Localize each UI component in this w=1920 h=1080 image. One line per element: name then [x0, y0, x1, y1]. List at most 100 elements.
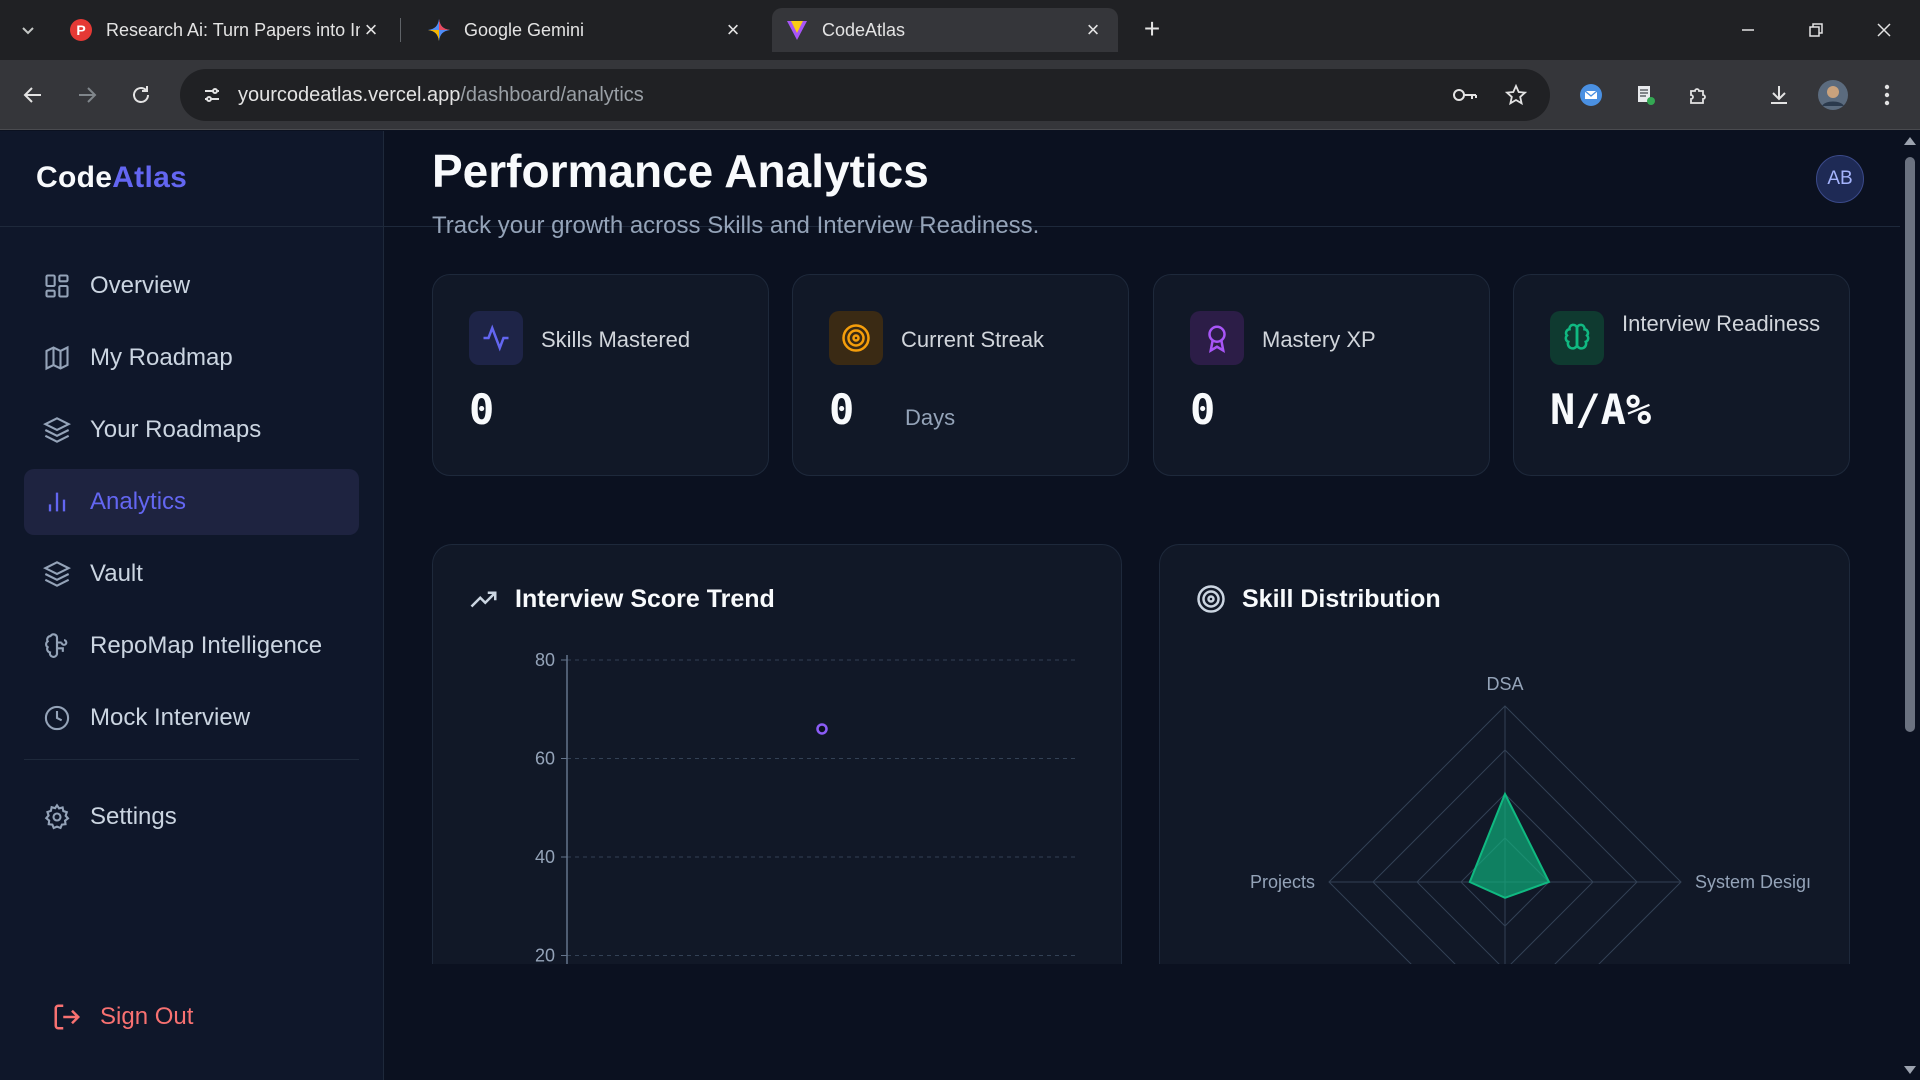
target-icon: [829, 311, 883, 365]
layers-icon: [42, 415, 72, 445]
sign-out-button[interactable]: Sign Out: [52, 1001, 193, 1033]
more-menu-icon[interactable]: [1872, 80, 1902, 110]
grid-icon: [42, 271, 72, 301]
scroll-down-arrow[interactable]: [1904, 1066, 1916, 1074]
download-icon[interactable]: [1764, 80, 1794, 110]
interview-score-trend-panel: Interview Score Trend 80 60 40 20: [432, 544, 1122, 964]
radar-axis-label: Projects: [1250, 872, 1315, 892]
codeatlas-favicon: [786, 19, 808, 41]
brand-part-2: Atlas: [112, 161, 188, 194]
sidebar-item-your-roadmaps[interactable]: Your Roadmaps: [24, 397, 359, 463]
sidebar-item-label: Mock Interview: [90, 704, 251, 731]
sidebar-item-overview[interactable]: Overview: [24, 253, 359, 319]
sidebar-item-mock-interview[interactable]: Mock Interview: [24, 685, 359, 751]
stat-card-current-streak: Current Streak 0 Days: [792, 274, 1129, 476]
close-tab-icon[interactable]: ×: [1086, 17, 1100, 42]
trending-up-icon: [469, 583, 501, 615]
browser-tab-gemini[interactable]: Google Gemini ×: [414, 8, 758, 52]
sidebar-item-vault[interactable]: Vault: [24, 541, 359, 607]
mail-extension-icon[interactable]: [1576, 80, 1606, 110]
svg-text:P: P: [76, 22, 85, 38]
radar-grid-ring: [1328, 705, 1682, 964]
sidebar-item-label: Settings: [90, 803, 177, 830]
browser-toolbar: yourcodeatlas.vercel.app/dashboard/analy…: [0, 60, 1920, 130]
stat-label: Skills Mastered: [541, 327, 691, 352]
close-tab-icon[interactable]: ×: [364, 17, 378, 42]
close-window-button[interactable]: [1862, 12, 1906, 48]
gear-icon: [42, 802, 72, 832]
radar-grid-ring: [1372, 749, 1638, 964]
minimize-button[interactable]: [1726, 12, 1770, 48]
sign-out-label: Sign Out: [100, 1003, 194, 1030]
close-tab-icon[interactable]: ×: [726, 17, 740, 42]
new-tab-button[interactable]: +: [1143, 13, 1161, 44]
arrow-left-icon: [23, 87, 41, 103]
stat-card-interview-readiness: Interview Readiness N/A%: [1513, 274, 1850, 476]
stat-label: Current Streak: [901, 327, 1045, 352]
panel-header: Interview Score Trend: [469, 583, 775, 615]
bookmark-star-icon[interactable]: [1503, 82, 1529, 108]
gemini-favicon: [428, 19, 450, 41]
sidebar-item-analytics[interactable]: Analytics: [24, 469, 359, 535]
panel-header: Skill Distribution: [1196, 583, 1441, 615]
document-extension-icon[interactable]: [1630, 80, 1660, 110]
profile-avatar-icon[interactable]: [1818, 80, 1848, 110]
tab-title: CodeAtlas: [822, 19, 906, 40]
map-icon: [42, 343, 72, 373]
stat-unit: Days: [905, 405, 956, 430]
sidebar-item-label: My Roadmap: [90, 344, 233, 371]
top-header: AB: [384, 131, 1900, 227]
stats-row: Skills Mastered 0 Current Streak 0 Days …: [432, 274, 1850, 476]
sidebar-item-label: Your Roadmaps: [90, 416, 262, 443]
extensions-puzzle-icon[interactable]: [1684, 80, 1714, 110]
browser-tab-research-ai[interactable]: P Research Ai: Turn Papers into In ×: [56, 8, 396, 52]
sidebar-item-label: Overview: [90, 272, 191, 299]
sidebar-item-repomap-intelligence[interactable]: RepoMap Intelligence: [24, 613, 359, 679]
reload-button[interactable]: [124, 78, 158, 112]
research-ai-favicon: P: [70, 19, 92, 41]
sidebar-item-settings[interactable]: Settings: [24, 784, 359, 850]
y-tick-label: 20: [535, 946, 555, 965]
tune-icon: [205, 88, 219, 102]
tab-title: Google Gemini: [464, 19, 585, 40]
user-avatar[interactable]: AB: [1816, 155, 1864, 203]
interview-score-chart[interactable]: 80 60 40 20: [433, 545, 1122, 964]
stat-label: Mastery XP: [1262, 327, 1376, 352]
restore-icon: [1809, 23, 1823, 37]
bar-chart-icon: [42, 487, 72, 517]
browser-tab-codeatlas[interactable]: CodeAtlas ×: [772, 8, 1118, 52]
page-scrollbar[interactable]: [1900, 131, 1920, 1080]
chevron-down-icon: [22, 27, 34, 35]
restore-button[interactable]: [1794, 12, 1838, 48]
stat-value: 0: [1190, 385, 1216, 434]
data-point: [816, 723, 828, 735]
brand-logo[interactable]: CodeAtlas: [36, 161, 187, 195]
address-bar[interactable]: yourcodeatlas.vercel.app/dashboard/analy…: [180, 69, 1550, 121]
radar-axis-label: System Desigı: [1695, 872, 1811, 892]
panel-title: Skill Distribution: [1242, 584, 1441, 613]
site-info-button[interactable]: [186, 69, 238, 121]
logout-icon: [52, 1001, 84, 1033]
reload-icon: [133, 86, 149, 103]
radar-grid-ring: [1416, 793, 1594, 964]
brain-icon: [1550, 311, 1604, 365]
skill-radar-chart[interactable]: DSA System Desigı Projects: [1160, 545, 1850, 964]
clock-icon: [42, 703, 72, 733]
award-icon: [1190, 311, 1244, 365]
tab-search-button[interactable]: [14, 16, 42, 44]
minimize-icon: [1742, 29, 1754, 31]
url-text[interactable]: yourcodeatlas.vercel.app/dashboard/analy…: [238, 84, 644, 107]
sidebar-item-label: Vault: [90, 560, 143, 587]
password-key-icon[interactable]: [1452, 82, 1478, 108]
stat-value: 0: [829, 385, 855, 434]
scrollbar-thumb[interactable]: [1905, 157, 1915, 732]
y-tick-label: 80: [535, 650, 555, 670]
stat-label: Interview Readiness: [1622, 311, 1821, 336]
scroll-up-arrow[interactable]: [1904, 137, 1916, 145]
sidebar-item-my-roadmap[interactable]: My Roadmap: [24, 325, 359, 391]
tab-title: Research Ai: Turn Papers into In: [106, 19, 360, 40]
url-host: yourcodeatlas.vercel.app: [238, 83, 461, 106]
back-button[interactable]: [16, 78, 50, 112]
radar-skill-area: [1468, 791, 1551, 899]
forward-button[interactable]: [70, 78, 104, 112]
